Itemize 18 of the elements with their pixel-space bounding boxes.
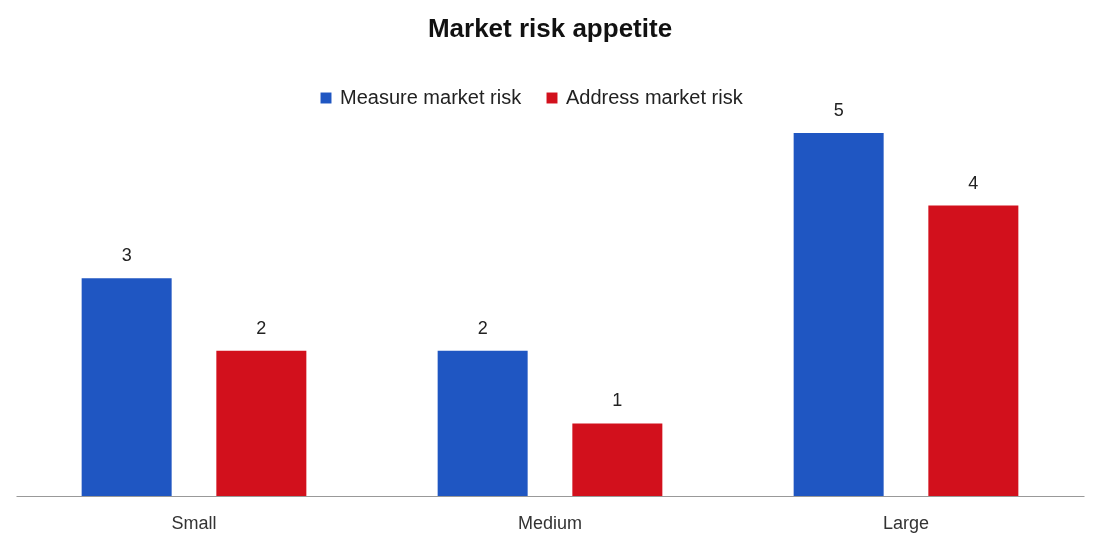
bar: [793, 133, 884, 496]
bar: [216, 350, 307, 496]
x-tick-label: Large: [882, 512, 930, 533]
bar: [81, 278, 172, 496]
x-tick-label: Small: [171, 512, 217, 533]
x-tick-label: Medium: [517, 512, 583, 533]
legend-label: Measure market risk: [340, 86, 523, 108]
bar: [572, 423, 663, 496]
data-label: 1: [612, 390, 623, 411]
bar: [928, 205, 1019, 496]
data-label: 4: [968, 172, 979, 193]
data-label: 5: [833, 100, 844, 120]
bar: [437, 350, 528, 496]
data-label: 2: [477, 317, 488, 338]
legend-label: Address market risk: [566, 86, 744, 108]
chart-title: Market risk appetite: [427, 13, 673, 43]
data-label: 2: [256, 317, 267, 338]
data-label: 3: [121, 245, 132, 266]
